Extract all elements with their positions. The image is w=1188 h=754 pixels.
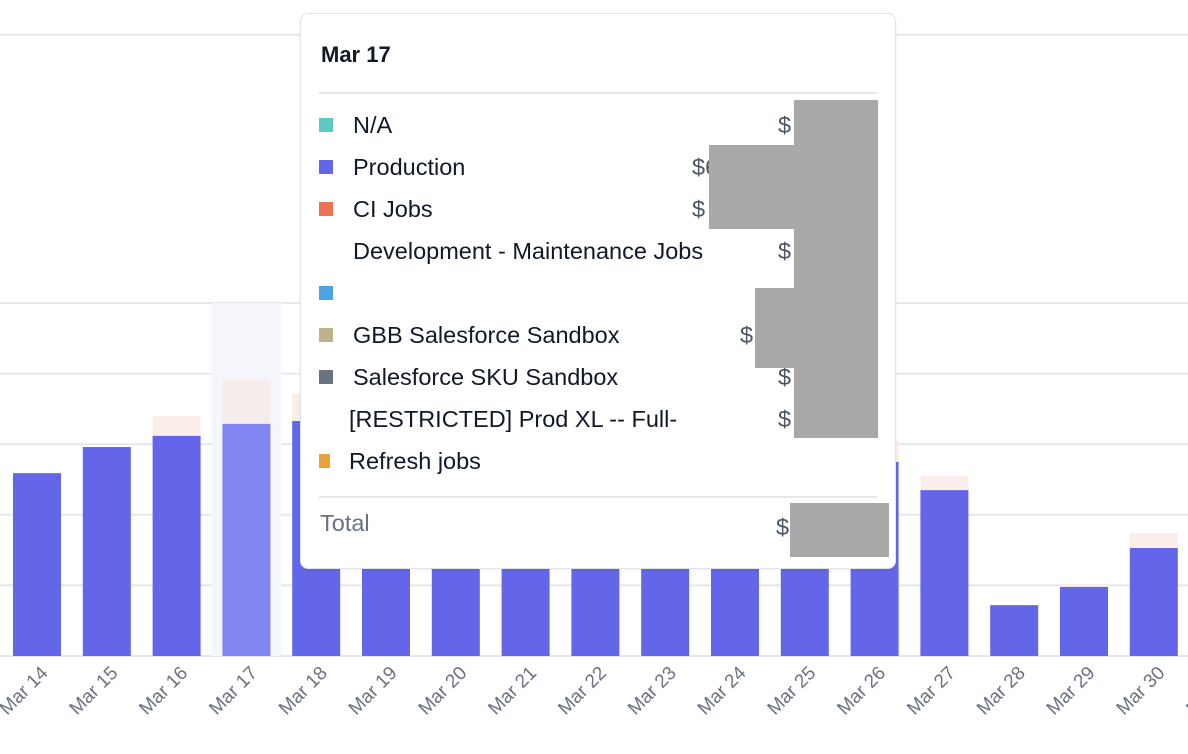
x-tick-label: Mar 24 xyxy=(694,662,751,719)
tooltip-divider xyxy=(319,92,877,94)
total-value: $ xyxy=(776,514,790,540)
x-tick-label: Mar 28 xyxy=(973,663,1030,720)
bar-production-mar-15[interactable] xyxy=(82,447,131,656)
redaction-box xyxy=(790,503,889,557)
bar-production-mar-17[interactable] xyxy=(222,423,271,656)
tooltip-title: Mar 17 xyxy=(321,42,391,67)
legend-swatch xyxy=(319,118,333,132)
x-tick-label: Mar 19 xyxy=(345,663,402,720)
row-value: $ xyxy=(778,238,792,264)
bar-ci-jobs-mar-17[interactable] xyxy=(222,379,271,424)
row-label: [RESTRICTED] Prod XL -- Full-Refresh job… xyxy=(349,406,678,474)
row-value: $ xyxy=(692,196,706,222)
x-tick-label: Mar 14 xyxy=(0,662,53,719)
row-value: $ xyxy=(740,322,754,348)
bar-ci-jobs-mar-27[interactable] xyxy=(920,475,969,491)
legend-swatch xyxy=(319,328,333,342)
legend-swatch xyxy=(319,370,333,384)
x-tick-label: Mar 22 xyxy=(554,663,611,720)
row-value: $ xyxy=(778,112,792,138)
row-label: Salesforce SKU Sandbox xyxy=(353,364,619,390)
total-label: Total xyxy=(320,510,370,536)
bar-production-mar-29[interactable] xyxy=(1060,586,1108,656)
x-tick-label: Mar 18 xyxy=(275,663,332,720)
x-tick-label: Mar 16 xyxy=(135,663,192,720)
row-label: Development - Maintenance Jobs xyxy=(353,238,704,264)
x-tick-label: Mar 15 xyxy=(66,663,123,720)
row-value: $ xyxy=(778,406,792,432)
row-label: GBB Salesforce Sandbox xyxy=(353,322,620,348)
x-tick-label: Mar 31 xyxy=(1182,663,1188,720)
bar-ci-jobs-mar-29[interactable] xyxy=(1060,584,1108,587)
legend-swatch xyxy=(319,160,333,174)
x-tick-label: Mar 25 xyxy=(764,663,821,720)
legend-swatch xyxy=(319,202,333,216)
x-tick-label: Mar 27 xyxy=(903,663,960,720)
bar-ci-jobs-mar-16[interactable] xyxy=(152,415,201,436)
row-value: $ xyxy=(778,364,792,390)
x-tick-label: Mar 20 xyxy=(415,663,472,720)
x-tick-label: Mar 26 xyxy=(833,663,890,720)
legend-swatch xyxy=(319,454,330,468)
bar-production-mar-14[interactable] xyxy=(13,473,61,656)
bar-production-mar-30[interactable] xyxy=(1129,547,1178,656)
redaction-box xyxy=(709,145,878,229)
bar-production-mar-28[interactable] xyxy=(990,605,1039,656)
x-tick-label: Mar 30 xyxy=(1113,663,1170,720)
chart-tooltip: Mar 17 N/A Production CI Jobs Developmen… xyxy=(300,13,896,569)
tooltip-divider xyxy=(319,496,877,498)
x-tick-label: Mar 21 xyxy=(484,663,541,720)
bar-ci-jobs-mar-30[interactable] xyxy=(1129,533,1178,548)
redaction-box xyxy=(755,288,878,368)
x-tick-label: Mar 17 xyxy=(205,663,262,720)
row-label: Production xyxy=(353,154,466,180)
x-tick-label: Mar 29 xyxy=(1043,663,1100,720)
bar-production-mar-27[interactable] xyxy=(920,490,969,656)
legend-swatch xyxy=(319,286,333,300)
x-tick-label: Mar 23 xyxy=(624,663,681,720)
bar-production-mar-16[interactable] xyxy=(152,435,201,656)
row-label: CI Jobs xyxy=(353,196,433,222)
row-label: N/A xyxy=(353,112,393,138)
